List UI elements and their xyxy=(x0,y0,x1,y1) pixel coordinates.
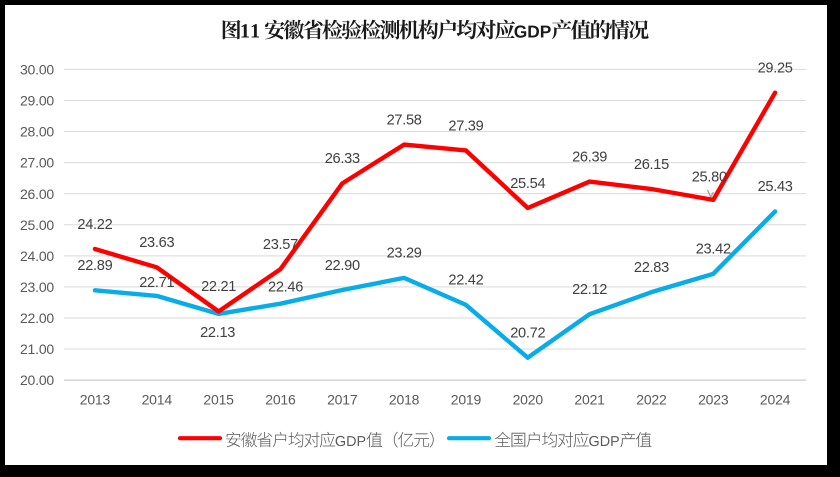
svg-text:22.83: 22.83 xyxy=(634,260,669,276)
svg-text:22.12: 22.12 xyxy=(572,282,607,298)
svg-text:2016: 2016 xyxy=(265,392,296,408)
svg-text:24.22: 24.22 xyxy=(77,217,112,233)
svg-text:2015: 2015 xyxy=(203,392,234,408)
svg-text:20.00: 20.00 xyxy=(20,372,54,388)
svg-text:23.29: 23.29 xyxy=(387,246,422,262)
svg-text:22.42: 22.42 xyxy=(448,273,483,289)
svg-text:23.42: 23.42 xyxy=(696,242,731,258)
svg-text:29.25: 29.25 xyxy=(758,61,793,77)
svg-text:22.71: 22.71 xyxy=(139,275,174,291)
svg-text:2014: 2014 xyxy=(142,392,173,408)
svg-text:26.33: 26.33 xyxy=(325,151,360,167)
svg-text:21.00: 21.00 xyxy=(20,341,54,357)
svg-text:22.46: 22.46 xyxy=(268,279,303,295)
svg-text:2017: 2017 xyxy=(327,392,358,408)
svg-text:23.00: 23.00 xyxy=(20,279,54,295)
svg-text:22.00: 22.00 xyxy=(20,310,54,326)
svg-text:22.13: 22.13 xyxy=(200,325,235,341)
svg-text:22.21: 22.21 xyxy=(201,279,236,295)
svg-text:29.00: 29.00 xyxy=(20,93,54,109)
svg-text:30.00: 30.00 xyxy=(20,62,54,78)
svg-text:22.89: 22.89 xyxy=(77,258,112,274)
svg-text:25.54: 25.54 xyxy=(510,176,545,192)
svg-text:22.90: 22.90 xyxy=(325,258,360,274)
svg-text:27.58: 27.58 xyxy=(387,112,422,128)
svg-text:27.39: 27.39 xyxy=(448,118,483,134)
svg-text:2013: 2013 xyxy=(80,392,111,408)
svg-text:25.43: 25.43 xyxy=(758,179,793,195)
svg-text:26.39: 26.39 xyxy=(572,149,607,165)
svg-text:23.57: 23.57 xyxy=(263,237,298,253)
svg-text:25.00: 25.00 xyxy=(20,217,54,233)
svg-text:2022: 2022 xyxy=(636,392,667,408)
svg-text:26.00: 26.00 xyxy=(20,186,54,202)
svg-text:2020: 2020 xyxy=(513,392,544,408)
svg-text:23.63: 23.63 xyxy=(139,235,174,251)
svg-text:28.00: 28.00 xyxy=(20,124,54,140)
svg-text:20.72: 20.72 xyxy=(510,326,545,342)
svg-text:24.00: 24.00 xyxy=(20,248,54,264)
svg-text:2024: 2024 xyxy=(760,392,791,408)
svg-text:26.15: 26.15 xyxy=(634,157,669,173)
svg-text:2018: 2018 xyxy=(389,392,420,408)
svg-text:2019: 2019 xyxy=(451,392,482,408)
svg-text:27.00: 27.00 xyxy=(20,155,54,171)
svg-text:25.80: 25.80 xyxy=(692,169,727,185)
svg-text:2023: 2023 xyxy=(698,392,729,408)
svg-text:2021: 2021 xyxy=(574,392,605,408)
